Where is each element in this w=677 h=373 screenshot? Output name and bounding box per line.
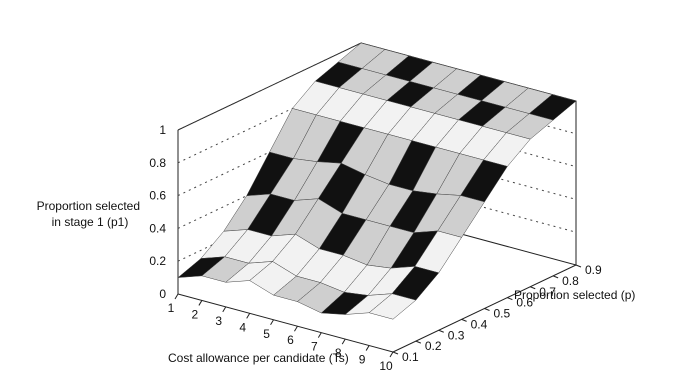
x-tick-mark xyxy=(341,338,346,345)
y-tick-label: 0.1 xyxy=(402,350,419,364)
x-tick-label: 4 xyxy=(239,320,246,334)
x-tick-mark xyxy=(294,325,298,332)
tick-labels: 0 0.2 0.4 0.6 0.8 1 1 2 3 4 5 6 7 8 9 10 0.1 0.2 0.3 0.4 0.5… xyxy=(149,123,602,373)
y-tick-label: 0.4 xyxy=(471,317,488,331)
z-tick-label: 0.2 xyxy=(149,254,166,268)
y-tick-mark xyxy=(552,275,559,279)
x-tick-mark xyxy=(389,351,394,358)
front-axes xyxy=(174,264,582,358)
x-axis-label: Cost allowance per candidate (Ts) xyxy=(168,351,349,365)
y-tick-label: 0.8 xyxy=(562,274,579,288)
x-tick-label: 7 xyxy=(311,340,318,354)
y-tick-mark xyxy=(530,286,536,290)
z-gridline xyxy=(177,108,577,197)
z-tick-label: 0.8 xyxy=(149,156,166,170)
y-tick-mark xyxy=(415,340,422,344)
x-tick-label: 6 xyxy=(287,333,294,347)
x-tick-label: 3 xyxy=(215,314,222,328)
y-tick-label: 0.5 xyxy=(494,307,511,321)
x-tick-label: 1 xyxy=(168,301,175,315)
x-tick-mark xyxy=(174,293,179,300)
y-tick-label: 0.9 xyxy=(585,263,602,277)
z-tick-label: 1 xyxy=(159,123,166,137)
x-tick-label: 9 xyxy=(359,353,366,367)
z-tick-label: 0.6 xyxy=(149,189,166,203)
x-tick-mark xyxy=(365,345,370,351)
z-gridline xyxy=(177,75,577,164)
y-tick-label: 0.7 xyxy=(539,285,556,299)
y-tick-label: 0.3 xyxy=(448,328,465,342)
y-tick-mark xyxy=(438,329,444,333)
z-tick-label: 0 xyxy=(159,287,166,301)
x-tick-label: 8 xyxy=(335,346,342,360)
x-tick-label: 5 xyxy=(263,327,270,341)
x-tick-mark xyxy=(198,300,203,306)
x-tick-mark xyxy=(222,306,227,313)
y-tick-mark xyxy=(461,318,467,322)
y-tick-mark xyxy=(392,351,399,355)
z-gridline xyxy=(177,42,577,131)
x-tick-mark xyxy=(246,313,251,319)
z-gridline xyxy=(177,140,577,229)
y-tick-label: 0.6 xyxy=(516,296,533,310)
x-tick-label: 10 xyxy=(379,359,393,373)
surface-cell xyxy=(368,293,417,320)
surface-mesh xyxy=(177,42,577,320)
y-axis-label: Proportion selected (p) xyxy=(514,288,635,302)
x-tick-mark xyxy=(270,319,274,326)
x-axis-line xyxy=(177,293,394,353)
y-tick-mark xyxy=(575,264,582,268)
y-tick-mark xyxy=(484,308,490,311)
x-tick-mark xyxy=(317,332,322,338)
z-tick-label: 0.4 xyxy=(149,221,166,235)
y-tick-mark xyxy=(507,297,513,301)
y-tick-label: 0.2 xyxy=(425,339,442,353)
x-tick-label: 2 xyxy=(192,307,199,321)
z-axis-label: Proportion selected in stage 1 (p1) xyxy=(37,199,144,229)
